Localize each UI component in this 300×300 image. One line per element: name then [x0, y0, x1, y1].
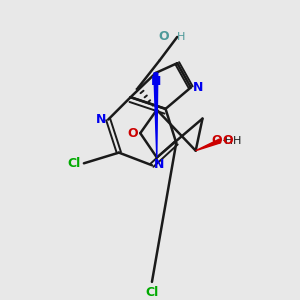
Text: O: O: [222, 134, 232, 147]
Text: Cl: Cl: [68, 157, 81, 170]
Polygon shape: [196, 139, 221, 151]
Polygon shape: [154, 73, 158, 158]
Text: N: N: [151, 75, 161, 88]
Text: N: N: [193, 81, 203, 94]
Text: Cl: Cl: [145, 286, 159, 299]
Text: O: O: [159, 30, 170, 44]
Text: ·H: ·H: [222, 136, 234, 146]
Text: N: N: [96, 113, 106, 126]
Text: N: N: [154, 158, 164, 171]
Text: O: O: [211, 134, 222, 147]
Text: O: O: [128, 127, 138, 140]
Text: H: H: [177, 32, 186, 42]
Text: H: H: [232, 136, 241, 146]
